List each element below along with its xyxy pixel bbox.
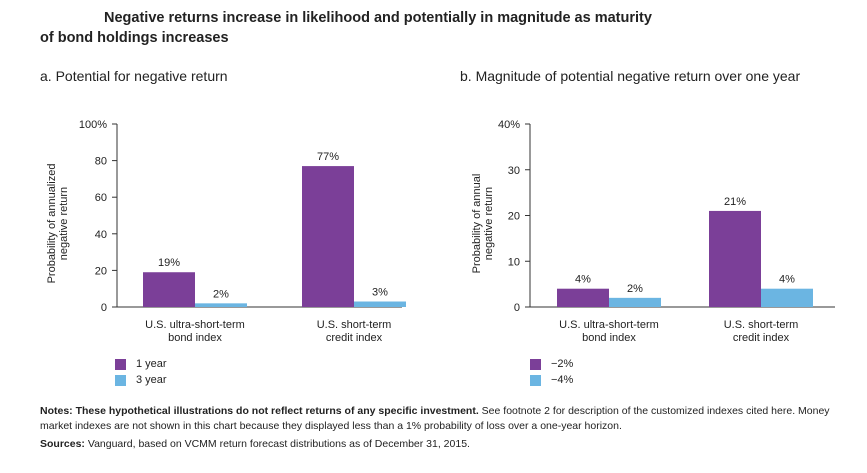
panel-b-title: b. Magnitude of potential negative retur… <box>460 68 801 84</box>
figure-title-line-1: Negative returns increase in likelihood … <box>104 10 652 26</box>
chart-a-data-label: 2% <box>213 288 229 300</box>
chart-a-y-tick-label: 20 <box>95 265 107 277</box>
chart-b-bar-2-2 <box>761 288 813 307</box>
chart-b-y-axis-label: Probability of annual <box>471 174 483 274</box>
chart-b-data-label: 2% <box>627 283 643 295</box>
chart-b-y-tick-label: 30 <box>508 165 520 177</box>
chart-a-bar-1-2 <box>302 166 354 307</box>
legend-a-item-1: 1 year <box>115 356 167 372</box>
chart-b-y-tick-label: 20 <box>508 211 520 223</box>
chart-a-bar-2-1 <box>195 303 247 307</box>
legend-b-item-2: −4% <box>530 372 573 388</box>
legend-a-swatch-1 <box>115 358 126 370</box>
legend-b-item-1: −2% <box>530 356 573 372</box>
chart-b-data-label: 4% <box>779 274 795 286</box>
chart-a: 0 20 40 60 80 100% Probability of annualized ne… <box>46 119 406 344</box>
legend-b-swatch-1 <box>530 358 541 370</box>
notes-paragraph: Notes: These hypothetical illustrations … <box>40 404 840 434</box>
chart-b-y-tick-label: 40% <box>498 119 520 131</box>
legend-b-label-2: −4% <box>551 374 574 386</box>
legend-a-swatch-2 <box>115 374 126 386</box>
legend-b: −2% −4% <box>530 356 573 388</box>
chart-b-category-label: bond index <box>582 332 636 344</box>
chart-a-bar-1-1 <box>143 272 195 307</box>
chart-a-y-tick-label: 60 <box>95 192 107 204</box>
chart-b-category-label: U.S. short-term <box>724 319 799 331</box>
legend-a-label-2: 3 year <box>136 374 167 386</box>
legend-a-item-2: 3 year <box>115 372 167 388</box>
chart-b-bar-1-2 <box>709 210 761 307</box>
chart-b-y-axis-label: negative return <box>483 187 495 260</box>
figure-title-line-2: of bond holdings increases <box>40 30 229 46</box>
notes-block: Notes: These hypothetical illustrations … <box>40 404 840 452</box>
sources-label: Sources: <box>40 438 85 450</box>
chart-a-y-tick-label: 100% <box>79 119 107 131</box>
chart-b-bar-1-1 <box>557 288 609 307</box>
chart-b-data-label: 4% <box>575 274 591 286</box>
chart-a-data-label: 77% <box>317 151 339 163</box>
legend-a: 1 year 3 year <box>115 356 167 388</box>
chart-b-bar-2-1 <box>609 297 661 307</box>
notes-text: See footnote 2 for description of the cu… <box>40 405 830 432</box>
chart-b-y-tick-label: 0 <box>514 302 520 314</box>
legend-b-swatch-2 <box>530 374 541 386</box>
chart-a-data-label: 3% <box>372 287 388 299</box>
chart-b-category-label: credit index <box>733 332 790 344</box>
chart-a-y-tick-label: 0 <box>101 302 107 314</box>
chart-a-category-label: U.S. short-term <box>317 319 392 331</box>
figure-title: Negative returns increase in likelihood … <box>40 8 740 48</box>
legend-b-label-1: −2% <box>551 358 574 370</box>
chart-b-y-tick-label: 10 <box>508 256 520 268</box>
chart-a-y-axis-label: negative return <box>58 187 70 260</box>
chart-a-data-label: 19% <box>158 257 180 269</box>
chart-a-category-label: credit index <box>326 332 383 344</box>
chart-a-category-label: U.S. ultra-short-term <box>145 319 245 331</box>
chart-a-category-label: bond index <box>168 332 222 344</box>
chart-a-y-tick-label: 40 <box>95 229 107 241</box>
chart-a-y-tick-label: 80 <box>95 156 107 168</box>
notes-label: Notes: These hypothetical illustrations … <box>40 405 479 417</box>
chart-b-data-label: 21% <box>724 196 746 208</box>
sources-paragraph: Sources: Vanguard, based on VCMM return … <box>40 437 840 452</box>
chart-b: 0 10 20 30 40% Probability of annual negative … <box>471 119 835 344</box>
chart-b-category-label: U.S. ultra-short-term <box>559 319 659 331</box>
chart-a-y-axis-label: Probability of annualized <box>46 164 58 284</box>
chart-a-bar-2-2 <box>354 301 406 307</box>
sources-text: Vanguard, based on VCMM return forecast … <box>84 438 470 450</box>
legend-a-label-1: 1 year <box>136 358 167 370</box>
panel-a-title: a. Potential for negative return <box>40 68 228 84</box>
